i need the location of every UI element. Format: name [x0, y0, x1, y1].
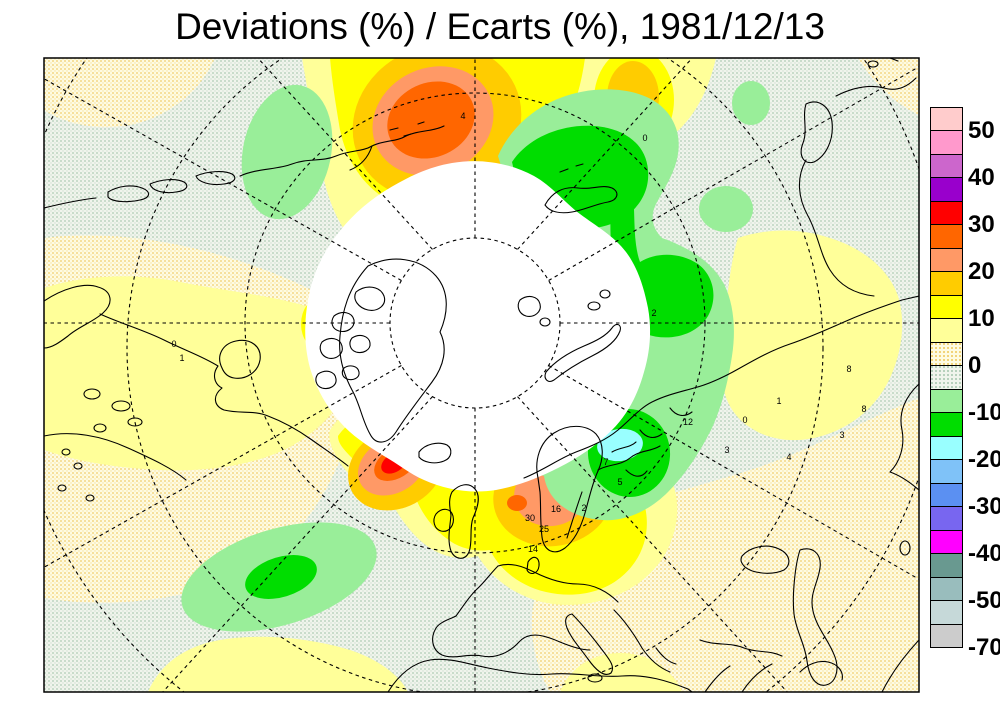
legend-cell [931, 225, 962, 249]
legend-cell [931, 108, 962, 132]
contour-value-label: 3 [724, 445, 730, 455]
contour-value-label: 4 [460, 111, 466, 121]
color-scale-legend [930, 107, 963, 648]
contour-value-label: 8 [861, 404, 867, 414]
page-title: Deviations (%) / Ecarts (%), 1981/12/13 [175, 6, 825, 47]
polar-no-data-cap [305, 161, 651, 492]
legend-cell [931, 178, 962, 202]
legend-label: -10 [968, 398, 1000, 426]
legend-cell [931, 413, 962, 437]
legend-cell [931, 460, 962, 484]
legend-cell [931, 131, 962, 155]
legend-cell [931, 201, 962, 226]
legend-label: 10 [968, 304, 995, 332]
legend-cell [931, 342, 962, 367]
legend-label: -70 [968, 633, 1000, 661]
legend-cell [931, 366, 962, 390]
legend-cell [931, 154, 962, 179]
legend-cell [931, 530, 962, 555]
contour-value-label: 2 [651, 308, 657, 318]
contour-value-label: 8 [846, 364, 852, 374]
contour-value-label: 30 [524, 513, 536, 523]
contour-value-label: 0 [642, 133, 648, 143]
contour-value-label: 7 [603, 457, 609, 467]
legend-label: -40 [968, 539, 1000, 567]
map-frame [43, 57, 920, 693]
contour-value-label: 1 [776, 396, 782, 406]
legend-label: 30 [968, 210, 995, 238]
contour-value-label: 16 [550, 504, 562, 514]
legend-label: -50 [968, 586, 1000, 614]
legend-cell [931, 389, 962, 414]
contour-value-label: 14 [527, 544, 539, 554]
legend-label: 40 [968, 163, 995, 191]
contour-value-label: 4 [786, 452, 792, 462]
contour-value-label: 3 [839, 430, 845, 440]
contour-value-label: 25 [538, 524, 550, 534]
contour-value-label: 5 [617, 477, 623, 487]
legend-cell [931, 248, 962, 273]
legend-label: 0 [968, 351, 982, 379]
legend-cell [931, 272, 962, 296]
contour-value-label: 0 [742, 415, 748, 425]
legend-cell [931, 601, 962, 625]
coastlines [44, 58, 919, 692]
legend-cell [931, 624, 962, 648]
contour-value-label: 12 [682, 417, 694, 427]
legend-cell [931, 507, 962, 531]
contour-value-label: 2 [581, 503, 587, 513]
legend-cell [931, 483, 962, 508]
legend-label: 20 [968, 257, 995, 285]
contour-value-label: 0 [171, 339, 177, 349]
legend-cell [931, 554, 962, 578]
contour-value-label: 1 [179, 353, 185, 363]
legend-cell [931, 577, 962, 602]
legend-label: -20 [968, 445, 1000, 473]
legend-label: -30 [968, 492, 1000, 520]
legend-cell [931, 319, 962, 343]
legend-label: 50 [968, 116, 995, 144]
legend-cell [931, 436, 962, 461]
legend-cell [931, 295, 962, 320]
